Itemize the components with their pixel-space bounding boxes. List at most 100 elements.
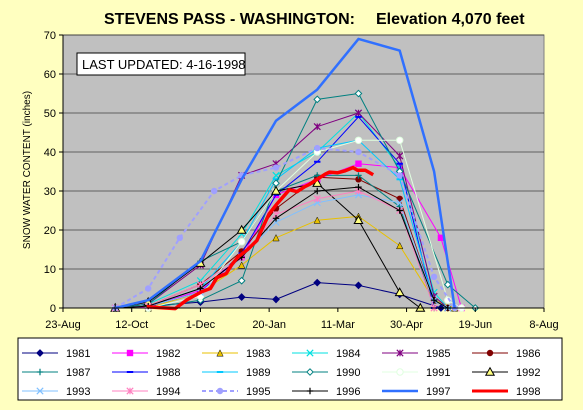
legend-item-1996: 1996 — [292, 386, 360, 398]
data-point-1985 — [396, 152, 404, 160]
data-point-1991 — [396, 136, 404, 145]
legend-label: 1997 — [426, 386, 450, 398]
legend-item-1991: 1991 — [382, 367, 450, 379]
x-tick-label: 30-Apr — [390, 319, 423, 331]
legend-marker — [216, 387, 224, 395]
data-point-1982 — [437, 234, 445, 241]
series-1997 — [114, 37, 456, 310]
series-line-1996 — [115, 186, 449, 309]
axes: 0 10 20 30 40 50 60 70 23-Aug 12-Oct 1-Dec 20-Jan 11… — [44, 30, 559, 331]
legend-label: 1991 — [426, 367, 450, 379]
x-tick-label: 1-Dec — [186, 319, 216, 331]
data-point-1990 — [354, 89, 363, 98]
data-point-1995 — [355, 148, 362, 156]
legend-marker — [486, 349, 494, 357]
chart-title: STEVENS PASS - WASHINGTON: — [104, 11, 355, 28]
data-point-1987 — [355, 172, 362, 179]
legend-marker — [36, 387, 44, 395]
y-tick-label: 20 — [44, 225, 56, 237]
legend-item-1986: 1986 — [472, 348, 540, 360]
legend-item-1983: 1983 — [202, 348, 270, 360]
data-point-1995 — [210, 187, 218, 195]
data-point-1983 — [238, 261, 246, 269]
x-tick-label: 11-Mar — [321, 319, 355, 331]
series-1998 — [146, 165, 375, 311]
series-line-1993 — [115, 194, 449, 309]
data-point-1996 — [314, 187, 321, 195]
series-line-1995 — [114, 147, 456, 309]
legend-box — [17, 337, 563, 401]
data-point-1991 — [237, 238, 246, 246]
data-point-1996 — [272, 215, 280, 222]
legend-label: 1993 — [66, 386, 90, 398]
x-tick-label: 19-Jun — [458, 319, 492, 331]
x-tick-label: 20-Jan — [252, 319, 286, 331]
series-line-1983 — [115, 215, 455, 309]
data-point-1996 — [396, 207, 403, 214]
data-point-1992 — [394, 287, 405, 297]
legend-item-1993: 1993 — [22, 386, 90, 398]
legend-label: 1985 — [426, 348, 450, 360]
series-line-1985 — [115, 112, 449, 309]
legend-label: 1989 — [246, 367, 270, 379]
legend-item-1989: 1989 — [202, 367, 270, 379]
legend-label: 1987 — [66, 367, 90, 379]
data-point-1991 — [354, 136, 363, 145]
y-axis-label: SNOW WATER CONTENT (inches) — [22, 91, 33, 249]
data-point-1981 — [313, 278, 322, 287]
legend-label: 1988 — [156, 367, 180, 379]
last-updated-box — [76, 52, 246, 76]
data-point-1993 — [396, 199, 404, 207]
series-line-1997 — [114, 37, 456, 310]
y-tick-label: 0 — [50, 303, 56, 315]
data-point-1985 — [313, 123, 321, 131]
y-tick-label: 60 — [44, 69, 56, 81]
data-point-1992 — [353, 215, 364, 224]
legend-marker — [36, 349, 44, 357]
series-line-1991 — [115, 139, 462, 309]
legend-marker — [306, 349, 314, 357]
data-point-1994 — [313, 195, 321, 203]
data-point-1982 — [355, 160, 362, 167]
y-tick-label: 70 — [44, 30, 56, 42]
data-point-1995 — [272, 164, 280, 171]
legend-label: 1996 — [336, 386, 360, 398]
legend-marker — [396, 349, 404, 357]
x-tick-label: 23-Aug — [45, 319, 80, 331]
x-tick-label: 8-Aug — [529, 319, 558, 331]
legend-item-1988: 1988 — [112, 367, 180, 379]
legend-item-1987: 1987 — [22, 367, 90, 379]
legend-label: 1981 — [66, 348, 90, 360]
y-tick-label: 40 — [44, 147, 56, 159]
legend-label: 1986 — [516, 348, 540, 360]
legend-marker — [126, 387, 134, 395]
legend-marker — [484, 366, 496, 376]
legend: 1981 1982 1983 1984 1985 1986 1987 1988 1989 1990… — [22, 348, 540, 398]
data-point-1986 — [355, 176, 362, 183]
data-point-1981 — [272, 295, 280, 304]
data-point-1983 — [313, 216, 321, 224]
data-point-1995 — [430, 273, 438, 280]
legend-item-1981: 1981 — [22, 348, 90, 360]
legend-label: 1992 — [516, 367, 540, 379]
legend-marker — [396, 368, 404, 376]
data-point-1985 — [354, 109, 363, 117]
legend-marker — [36, 368, 44, 376]
chart-subtitle: Elevation 4,070 feet — [376, 11, 525, 28]
legend-marker — [216, 349, 224, 357]
legend-item-1997: 1997 — [382, 386, 450, 398]
legend-label: 1995 — [246, 386, 270, 398]
y-tick-label: 10 — [44, 264, 56, 276]
data-point-1990 — [237, 276, 246, 285]
data-point-1995 — [176, 234, 184, 241]
data-point-1983 — [396, 241, 404, 250]
legend-item-1990: 1990 — [292, 367, 360, 379]
series-line-1990 — [115, 93, 476, 309]
legend-label: 1984 — [336, 348, 360, 360]
legend-item-1992: 1992 — [472, 366, 540, 379]
legend-label: 1983 — [246, 348, 270, 360]
y-tick-label: 50 — [44, 108, 56, 120]
data-point-1992 — [270, 185, 282, 195]
legend-marker — [126, 349, 134, 357]
